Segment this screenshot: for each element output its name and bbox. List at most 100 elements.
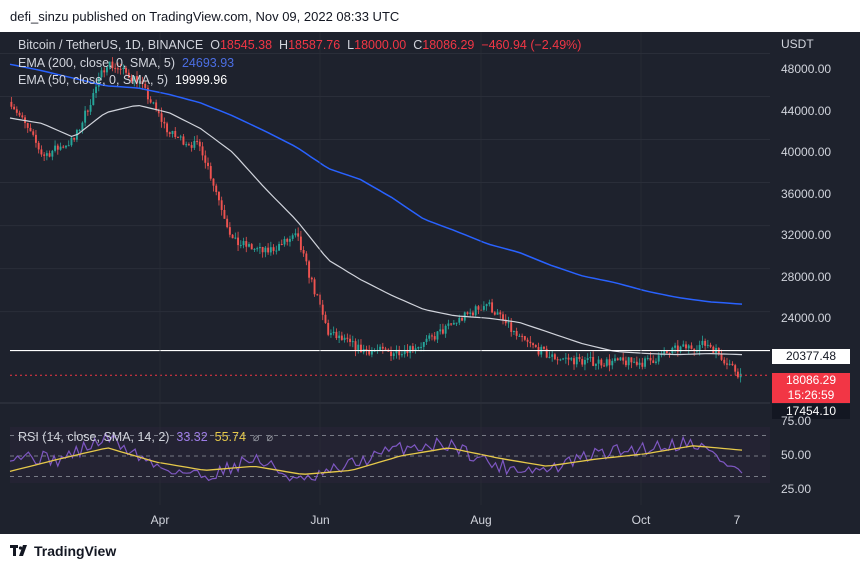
- price-tick: 44000.00: [781, 104, 832, 118]
- candle-body: [485, 304, 488, 307]
- candle-body: [515, 330, 518, 336]
- candle-body: [234, 237, 237, 239]
- candle-body: [472, 312, 474, 316]
- candle-body: [633, 361, 636, 363]
- candle-body: [622, 357, 625, 361]
- candle-body: [146, 87, 149, 100]
- candle-body: [136, 76, 138, 84]
- candle-body: [712, 346, 715, 353]
- candle-body: [114, 68, 117, 70]
- candle-body: [534, 345, 537, 348]
- tradingview-logo-icon[interactable]: [10, 543, 30, 559]
- candle-body: [499, 312, 502, 315]
- candle-body: [32, 131, 35, 135]
- ema50-value: 19999.96: [175, 73, 228, 87]
- candle-body: [439, 329, 442, 332]
- candle-body: [226, 218, 229, 228]
- candle-body: [280, 244, 283, 246]
- price-chart[interactable]: [0, 0, 860, 534]
- symbol-label[interactable]: Bitcoin / TetherUS, 1D, BINANCE: [18, 38, 204, 52]
- candle-body: [204, 155, 207, 163]
- candle-body: [461, 317, 463, 321]
- candle-body: [458, 317, 461, 323]
- candle-body: [734, 365, 737, 372]
- brand-name[interactable]: TradingView: [34, 543, 117, 559]
- close-value: 18086.29: [422, 38, 475, 52]
- time-tick: Oct: [631, 513, 651, 527]
- candle-body: [611, 360, 614, 366]
- rsi-tick: 25.00: [781, 482, 812, 496]
- candle-body: [86, 110, 89, 112]
- candle-body: [220, 200, 223, 210]
- candle-body: [594, 363, 597, 366]
- candle-body: [182, 136, 185, 145]
- candle-body: [13, 106, 16, 110]
- candle-body: [390, 351, 392, 357]
- candle-body: [37, 142, 40, 150]
- candle-body: [641, 362, 644, 367]
- candle-body: [171, 130, 174, 134]
- rsi-legend[interactable]: RSI (14, close, SMA, 14, 2) 33.32 55.74 …: [18, 430, 273, 444]
- time-tick: Apr: [150, 513, 170, 527]
- candle-body: [665, 351, 668, 353]
- ema200-legend[interactable]: EMA (200, close, 0, SMA, 5) 24693.93: [18, 56, 234, 70]
- candle-body: [368, 350, 371, 355]
- candle-body: [635, 361, 638, 365]
- candle-body: [212, 178, 215, 186]
- candle-body: [253, 248, 256, 250]
- candle-body: [239, 245, 242, 247]
- candle-body: [496, 312, 499, 315]
- rsi-value: 33.32: [176, 430, 208, 444]
- candle-body: [100, 70, 103, 78]
- candle-body: [381, 346, 384, 349]
- candle-body: [291, 235, 294, 239]
- candle-body: [223, 209, 226, 219]
- candle-body: [676, 345, 679, 352]
- publication-info: defi_sinzu published on TradingView.com,…: [10, 9, 400, 24]
- candle-body: [417, 347, 420, 349]
- candle-body: [313, 279, 316, 295]
- candle-body: [332, 331, 335, 334]
- candle-body: [264, 247, 267, 253]
- candle-body: [575, 357, 578, 365]
- candle-body: [567, 357, 570, 360]
- hline-price-tag: 20377.48: [772, 349, 850, 364]
- candle-body: [433, 336, 436, 340]
- candle-body: [67, 145, 70, 147]
- ema200-label: EMA (200, close, 0, SMA, 5): [18, 56, 176, 70]
- candle-body: [269, 247, 272, 253]
- ema50-legend[interactable]: EMA (50, close, 0, SMA, 5) 19999.96: [18, 73, 227, 87]
- candle-body: [179, 136, 182, 138]
- candle-body: [349, 338, 352, 342]
- candle-body: [308, 261, 311, 278]
- candle-body: [97, 77, 100, 87]
- candle-body: [267, 247, 270, 253]
- candle-body: [157, 109, 160, 114]
- candle-body: [122, 67, 125, 69]
- candle-body: [687, 345, 690, 349]
- candle-body: [548, 356, 551, 358]
- price-tick: 32000.00: [781, 228, 832, 242]
- price-axis-unit: USDT: [781, 37, 814, 51]
- candle-body: [187, 144, 190, 146]
- candle-body: [507, 322, 510, 324]
- candle-body: [726, 363, 728, 365]
- price-tick: 24000.00: [781, 311, 832, 325]
- candle-body: [510, 322, 513, 332]
- candle-body: [275, 250, 278, 252]
- hidden-input-icon[interactable]: ⌀: [266, 432, 274, 444]
- candle-body: [116, 68, 119, 70]
- candle-body: [15, 109, 18, 113]
- candle-body: [357, 344, 360, 351]
- candle-body: [81, 122, 84, 131]
- candle-body: [10, 101, 13, 107]
- candle-body: [384, 348, 387, 350]
- candle-body: [65, 145, 67, 148]
- time-tick: 7: [733, 513, 741, 527]
- candle-body: [469, 312, 472, 314]
- ema200-line: [9, 63, 743, 305]
- candle-body: [422, 341, 425, 347]
- candle-body: [736, 371, 739, 378]
- hidden-input-icon[interactable]: ⌀: [252, 432, 260, 444]
- candle-body: [248, 244, 250, 247]
